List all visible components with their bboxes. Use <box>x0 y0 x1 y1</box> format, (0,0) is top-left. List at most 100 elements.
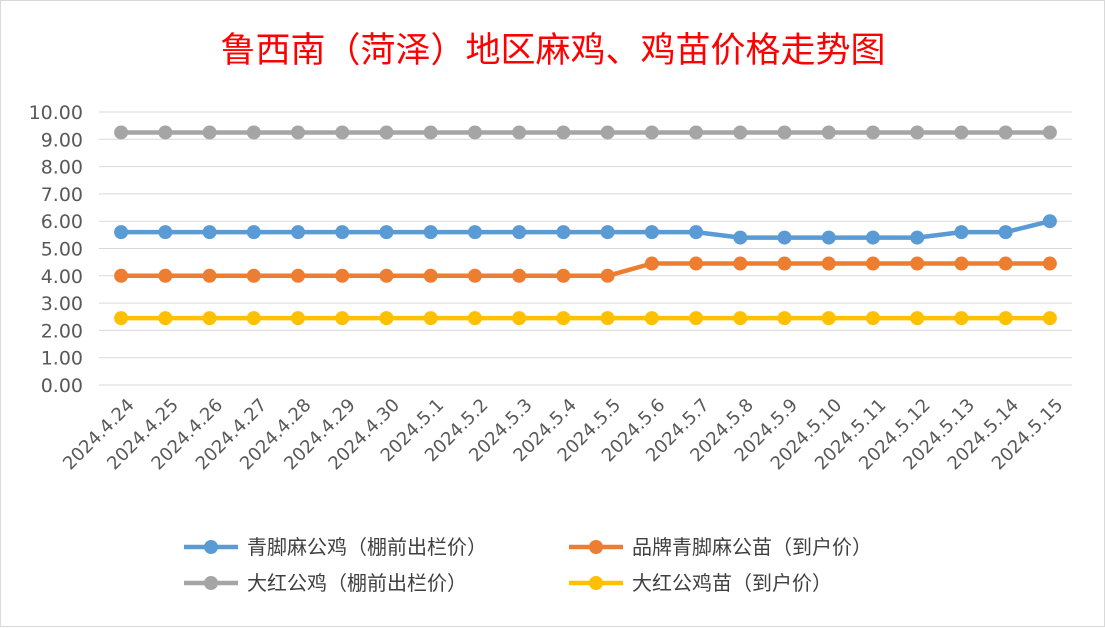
data-point <box>600 225 615 240</box>
legend-swatch-marker <box>204 540 218 554</box>
data-point <box>291 268 306 283</box>
data-point <box>910 256 925 271</box>
data-point <box>644 311 659 326</box>
y-tick-label: 7.00 <box>41 184 83 206</box>
data-point <box>114 268 129 283</box>
data-point <box>777 311 792 326</box>
data-point <box>865 230 880 245</box>
data-point <box>910 125 925 140</box>
data-point <box>291 225 306 240</box>
data-point <box>379 125 394 140</box>
y-tick-label: 1.00 <box>41 348 83 370</box>
data-point <box>600 125 615 140</box>
data-point <box>1042 125 1057 140</box>
data-point <box>291 311 306 326</box>
data-point <box>1042 256 1057 271</box>
x-axis-ticks: 2024.4.242024.4.252024.4.262024.4.272024… <box>59 395 1067 475</box>
data-point <box>291 125 306 140</box>
legend-item: 大红公鸡苗（到户价） <box>569 571 832 595</box>
data-point <box>202 225 217 240</box>
data-point <box>821 125 836 140</box>
data-point <box>689 311 704 326</box>
data-point <box>777 256 792 271</box>
data-point <box>202 311 217 326</box>
y-tick-label: 0.00 <box>41 375 83 397</box>
data-point <box>910 230 925 245</box>
grid-lines <box>99 111 1072 386</box>
data-point <box>158 125 173 140</box>
data-point <box>998 311 1013 326</box>
data-point <box>423 125 438 140</box>
legend-label: 青脚麻公鸡（棚前出栏价） <box>247 535 487 559</box>
data-point <box>556 125 571 140</box>
data-point <box>379 225 394 240</box>
data-point <box>600 311 615 326</box>
y-axis-ticks: 0.00 1.00 2.00 3.00 4.00 5.00 6.00 7.00 8.00 9.00… <box>29 102 83 397</box>
data-point <box>733 125 748 140</box>
data-point <box>246 268 261 283</box>
data-point <box>1042 311 1057 326</box>
series-group <box>114 256 1057 283</box>
data-point <box>556 225 571 240</box>
y-tick-label: 8.00 <box>41 157 83 179</box>
data-point <box>423 225 438 240</box>
data-point <box>335 225 350 240</box>
data-point <box>512 125 527 140</box>
series-group <box>114 214 1057 245</box>
y-tick-label: 5.00 <box>41 239 83 261</box>
y-tick-label: 3.00 <box>41 293 83 315</box>
data-point <box>821 256 836 271</box>
data-point <box>910 311 925 326</box>
chart-title: 鲁西南（菏泽）地区麻鸡、鸡苗价格走势图 <box>220 31 885 71</box>
data-point <box>556 268 571 283</box>
data-point <box>467 268 482 283</box>
legend-swatch-marker <box>589 540 603 554</box>
data-point <box>689 225 704 240</box>
series-line <box>118 218 1053 240</box>
legend-swatch-marker <box>204 576 218 590</box>
data-point <box>114 311 129 326</box>
data-point <box>114 125 129 140</box>
legend-item: 青脚麻公鸡（棚前出栏价） <box>184 535 487 559</box>
data-point <box>512 268 527 283</box>
data-point <box>467 225 482 240</box>
y-tick-label: 2.00 <box>41 320 83 342</box>
legend-label: 大红公鸡苗（到户价） <box>632 571 832 595</box>
data-point <box>954 256 969 271</box>
data-point <box>335 268 350 283</box>
data-point <box>379 268 394 283</box>
data-point <box>777 125 792 140</box>
data-point <box>733 311 748 326</box>
y-tick-label: 10.00 <box>29 102 83 124</box>
data-point <box>689 125 704 140</box>
data-point <box>158 311 173 326</box>
data-point <box>556 311 571 326</box>
data-point <box>821 230 836 245</box>
data-point <box>246 311 261 326</box>
data-point <box>246 225 261 240</box>
legend-item: 品牌青脚麻公苗（到户价） <box>569 535 872 559</box>
data-point <box>423 268 438 283</box>
data-point <box>865 311 880 326</box>
series-group <box>114 125 1057 140</box>
data-point <box>777 230 792 245</box>
data-point <box>954 311 969 326</box>
data-point <box>512 311 527 326</box>
data-point <box>998 125 1013 140</box>
data-point <box>335 311 350 326</box>
data-point <box>954 225 969 240</box>
y-tick-label: 4.00 <box>41 266 83 288</box>
data-point <box>467 311 482 326</box>
data-point <box>865 125 880 140</box>
data-point <box>954 125 969 140</box>
legend-label: 大红公鸡（棚前出栏价） <box>247 571 467 595</box>
data-point <box>114 225 129 240</box>
legend-label: 品牌青脚麻公苗（到户价） <box>632 535 872 559</box>
data-point <box>689 256 704 271</box>
legend: 青脚麻公鸡（棚前出栏价） 品牌青脚麻公苗（到户价） 大红公鸡（棚前出栏价） 大红公鸡苗… <box>184 535 872 595</box>
data-point <box>158 268 173 283</box>
data-point <box>467 125 482 140</box>
data-point <box>423 311 438 326</box>
data-point <box>865 256 880 271</box>
